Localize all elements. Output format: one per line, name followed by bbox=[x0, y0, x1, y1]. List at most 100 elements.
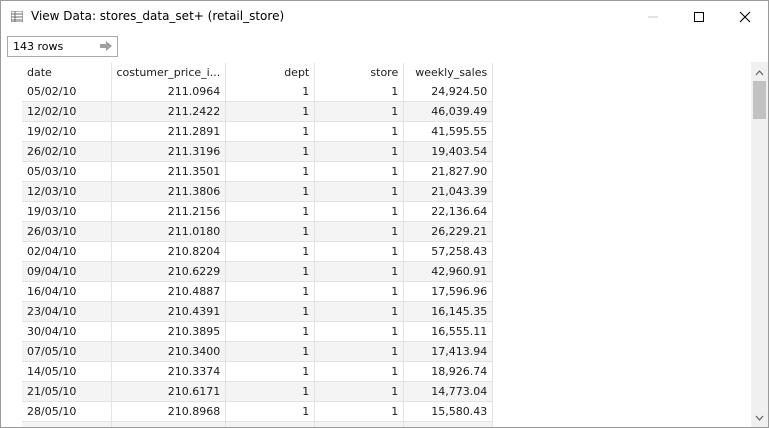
table-row[interactable]: 12/02/10 211.2422 1 1 46,039.49 bbox=[22, 101, 494, 122]
cell-dept[interactable]: 1 bbox=[225, 421, 316, 427]
maximize-button[interactable] bbox=[676, 1, 722, 32]
cell-store[interactable]: 1 bbox=[314, 421, 405, 427]
cell-date[interactable]: 16/04/10 bbox=[22, 281, 112, 302]
cell-date[interactable]: 05/02/10 bbox=[22, 82, 112, 102]
cell-weekly-sales[interactable]: 17,558.09 bbox=[403, 421, 494, 427]
cell-weekly-sales[interactable]: 22,136.64 bbox=[403, 201, 494, 222]
cell-dept[interactable]: 1 bbox=[225, 321, 316, 342]
cell-costumer-price[interactable]: 211.2422 bbox=[111, 101, 227, 122]
table-row[interactable]: 14/05/10 210.3374 1 1 18,926.74 bbox=[22, 361, 494, 382]
cell-weekly-sales[interactable]: 24,924.50 bbox=[403, 82, 494, 102]
cell-dept[interactable]: 1 bbox=[225, 201, 316, 222]
row-count-box[interactable]: 143 rows bbox=[7, 36, 118, 57]
cell-store[interactable]: 1 bbox=[314, 261, 405, 282]
scroll-down-icon[interactable] bbox=[755, 411, 764, 424]
cell-weekly-sales[interactable]: 19,403.54 bbox=[403, 141, 494, 162]
cell-weekly-sales[interactable]: 46,039.49 bbox=[403, 101, 494, 122]
cell-date[interactable]: 26/03/10 bbox=[22, 221, 112, 242]
cell-weekly-sales[interactable]: 42,960.91 bbox=[403, 261, 494, 282]
cell-dept[interactable]: 1 bbox=[225, 221, 316, 242]
cell-date[interactable]: 19/02/10 bbox=[22, 121, 112, 142]
scrollbar-thumb[interactable] bbox=[753, 81, 766, 119]
minimize-button[interactable] bbox=[630, 1, 676, 32]
cell-date[interactable]: 23/04/10 bbox=[22, 301, 112, 322]
cell-dept[interactable]: 1 bbox=[225, 241, 316, 262]
cell-store[interactable]: 1 bbox=[314, 201, 405, 222]
cell-dept[interactable]: 1 bbox=[225, 341, 316, 362]
cell-costumer-price[interactable]: 210.4887 bbox=[111, 281, 227, 302]
cell-weekly-sales[interactable]: 21,827.90 bbox=[403, 161, 494, 182]
column-header-dept[interactable]: dept bbox=[225, 63, 316, 82]
cell-costumer-price[interactable]: 210.3374 bbox=[111, 361, 227, 382]
cell-date[interactable]: 02/04/10 bbox=[22, 241, 112, 262]
cell-store[interactable]: 1 bbox=[314, 321, 405, 342]
arrow-right-icon[interactable] bbox=[100, 41, 112, 54]
table-row[interactable]: 16/04/10 210.4887 1 1 17,596.96 bbox=[22, 281, 494, 302]
table-row[interactable]: 19/02/10 211.2891 1 1 41,595.55 bbox=[22, 121, 494, 142]
table-row[interactable]: 05/03/10 211.3501 1 1 21,827.90 bbox=[22, 161, 494, 182]
cell-costumer-price[interactable]: 211.3806 bbox=[111, 181, 227, 202]
table-row[interactable]: 23/04/10 210.4391 1 1 16,145.35 bbox=[22, 301, 494, 322]
vertical-scrollbar[interactable] bbox=[751, 62, 768, 427]
table-row[interactable]: 09/04/10 210.6229 1 1 42,960.91 bbox=[22, 261, 494, 282]
cell-dept[interactable]: 1 bbox=[225, 141, 316, 162]
title-bar[interactable]: View Data: stores_data_set+ (retail_stor… bbox=[1, 1, 768, 32]
cell-store[interactable]: 1 bbox=[314, 381, 405, 402]
cell-weekly-sales[interactable]: 17,413.94 bbox=[403, 341, 494, 362]
cell-weekly-sales[interactable]: 16,145.35 bbox=[403, 301, 494, 322]
cell-dept[interactable]: 1 bbox=[225, 161, 316, 182]
cell-dept[interactable]: 1 bbox=[225, 181, 316, 202]
table-row[interactable]: 26/03/10 211.0180 1 1 26,229.21 bbox=[22, 221, 494, 242]
cell-store[interactable]: 1 bbox=[314, 161, 405, 182]
cell-store[interactable]: 1 bbox=[314, 141, 405, 162]
table-row[interactable]: 21/05/10 210.6171 1 1 14,773.04 bbox=[22, 381, 494, 402]
cell-dept[interactable]: 1 bbox=[225, 101, 316, 122]
cell-store[interactable]: 1 bbox=[314, 101, 405, 122]
close-button[interactable] bbox=[722, 1, 768, 32]
cell-costumer-price[interactable]: 210.3400 bbox=[111, 341, 227, 362]
cell-weekly-sales[interactable]: 57,258.43 bbox=[403, 241, 494, 262]
cell-date[interactable]: 12/03/10 bbox=[22, 181, 112, 202]
cell-store[interactable]: 1 bbox=[314, 181, 405, 202]
cell-costumer-price[interactable]: 211.0180 bbox=[111, 221, 227, 242]
cell-weekly-sales[interactable]: 26,229.21 bbox=[403, 221, 494, 242]
cell-date[interactable]: 12/02/10 bbox=[22, 101, 112, 122]
cell-date[interactable]: 05/03/10 bbox=[22, 161, 112, 182]
cell-costumer-price[interactable]: 210.8968 bbox=[111, 401, 227, 422]
cell-date[interactable]: 30/04/10 bbox=[22, 321, 112, 342]
cell-costumer-price[interactable]: 210.6171 bbox=[111, 381, 227, 402]
cell-store[interactable]: 1 bbox=[314, 241, 405, 262]
cell-dept[interactable]: 1 bbox=[225, 401, 316, 422]
table-row[interactable]: 26/02/10 211.3196 1 1 19,403.54 bbox=[22, 141, 494, 162]
cell-dept[interactable]: 1 bbox=[225, 281, 316, 302]
cell-date[interactable]: 04/06/10 bbox=[22, 421, 112, 427]
cell-costumer-price[interactable]: 211.3196 bbox=[111, 141, 227, 162]
cell-weekly-sales[interactable]: 16,555.11 bbox=[403, 321, 494, 342]
cell-dept[interactable]: 1 bbox=[225, 121, 316, 142]
column-header-costumer-price[interactable]: costumer_price_i... bbox=[111, 63, 227, 82]
cell-costumer-price[interactable]: 210.8204 bbox=[111, 241, 227, 262]
column-header-weekly-sales[interactable]: weekly_sales bbox=[403, 63, 494, 82]
cell-date[interactable]: 26/02/10 bbox=[22, 141, 112, 162]
column-header-store[interactable]: store bbox=[314, 63, 405, 82]
table-row[interactable]: 28/05/10 210.8968 1 1 15,580.43 bbox=[22, 401, 494, 422]
table-row[interactable]: 30/04/10 210.3895 1 1 16,555.11 bbox=[22, 321, 494, 342]
cell-weekly-sales[interactable]: 17,596.96 bbox=[403, 281, 494, 302]
cell-costumer-price[interactable]: 211.3501 bbox=[111, 161, 227, 182]
cell-store[interactable]: 1 bbox=[314, 361, 405, 382]
cell-costumer-price[interactable]: 210.4391 bbox=[111, 301, 227, 322]
cell-costumer-price[interactable]: 211.1764 bbox=[111, 421, 227, 427]
scroll-up-icon[interactable] bbox=[755, 66, 764, 79]
cell-costumer-price[interactable]: 211.0964 bbox=[111, 82, 227, 102]
cell-dept[interactable]: 1 bbox=[225, 301, 316, 322]
cell-store[interactable]: 1 bbox=[314, 401, 405, 422]
cell-dept[interactable]: 1 bbox=[225, 361, 316, 382]
cell-date[interactable]: 09/04/10 bbox=[22, 261, 112, 282]
column-header-date[interactable]: date bbox=[22, 63, 112, 82]
cell-dept[interactable]: 1 bbox=[225, 261, 316, 282]
cell-weekly-sales[interactable]: 21,043.39 bbox=[403, 181, 494, 202]
cell-date[interactable]: 21/05/10 bbox=[22, 381, 112, 402]
cell-weekly-sales[interactable]: 18,926.74 bbox=[403, 361, 494, 382]
cell-store[interactable]: 1 bbox=[314, 301, 405, 322]
